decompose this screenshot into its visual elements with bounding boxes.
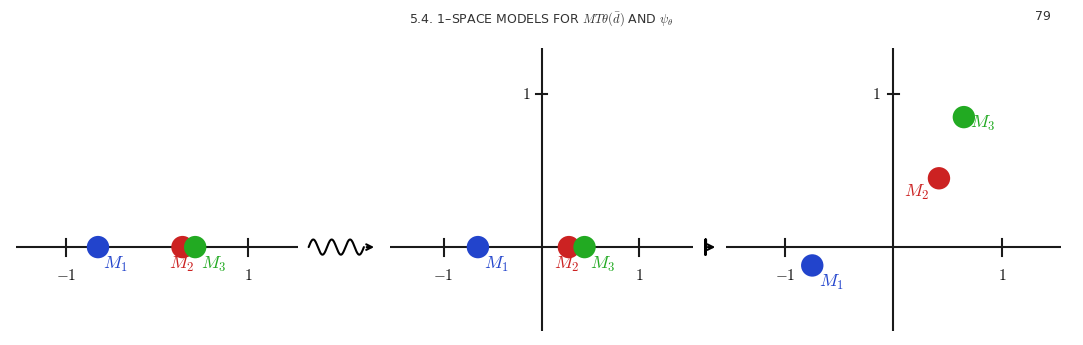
Text: $-1$: $-1$ [56,268,77,283]
Text: $M_3$: $M_3$ [200,255,226,274]
Text: $-1$: $-1$ [433,268,454,283]
Point [173,244,191,250]
Text: $M_1$: $M_1$ [819,273,844,292]
Point [930,176,948,181]
Text: $1$: $1$ [522,87,531,102]
Point [469,244,486,250]
Text: $M_1$: $M_1$ [104,255,128,274]
Text: $M_3$: $M_3$ [970,114,995,133]
Text: $M_2$: $M_2$ [904,183,929,202]
Text: $-1$: $-1$ [775,268,795,283]
Text: 5.4. 1–SPACE MODELS FOR $MT\theta(\bar{d})$ AND $\psi_\theta$: 5.4. 1–SPACE MODELS FOR $MT\theta(\bar{d… [409,10,674,28]
Text: $1$: $1$ [997,268,1006,283]
Text: 79: 79 [1034,10,1051,23]
Point [186,244,204,250]
Text: $M_1$: $M_1$ [484,255,509,274]
Text: $1$: $1$ [244,268,252,283]
Text: $M_3$: $M_3$ [590,255,615,274]
Text: $M_2$: $M_2$ [554,255,579,274]
Text: $1$: $1$ [873,87,880,102]
Point [576,244,593,250]
Point [955,114,973,120]
Text: $1$: $1$ [635,268,643,283]
Point [804,263,821,268]
Point [560,244,577,250]
Text: $M_2$: $M_2$ [169,255,194,274]
Point [89,244,106,250]
